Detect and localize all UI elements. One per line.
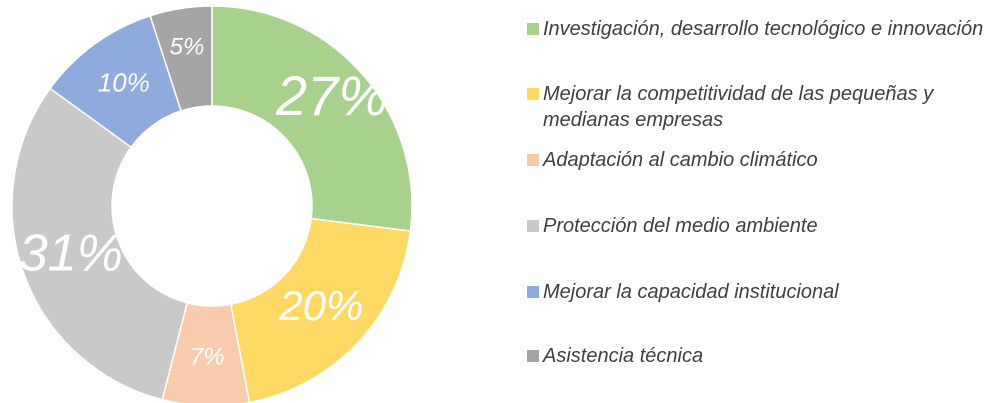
data-label: 10% — [98, 68, 150, 98]
legend-label: Protección del medio ambiente — [543, 215, 818, 237]
data-label: 20% — [278, 282, 363, 329]
data-label: 7% — [190, 343, 225, 370]
legend-swatch — [527, 88, 539, 100]
legend-swatch — [527, 286, 539, 298]
legend-swatch — [527, 154, 539, 166]
legend-swatch — [527, 23, 539, 35]
data-label: 31% — [19, 225, 123, 283]
legend-label: Mejorar la competitividad de las pequeña… — [543, 83, 934, 131]
legend-item: Mejorar la competitividad de las pequeña… — [527, 81, 1002, 133]
legend-label: Asistencia técnica — [543, 345, 704, 367]
donut: 27% 20% 7% 31% 10% 5% — [11, 5, 413, 403]
legend-item: Protección del medio ambiente — [527, 213, 1002, 239]
legend-swatch — [527, 350, 539, 362]
legend-item: Investigación, desarrollo tecnológico e … — [527, 16, 1002, 42]
legend-swatch — [527, 220, 539, 232]
donut-slice — [211, 5, 413, 232]
legend-label: Adaptación al cambio climático — [543, 149, 818, 171]
donut-slice — [149, 5, 213, 112]
legend-item: Asistencia técnica — [527, 343, 1002, 369]
legend-label: Investigación, desarrollo tecnológico e … — [543, 18, 984, 40]
legend-item: Adaptación al cambio climático — [527, 147, 1002, 173]
legend-label: Mejorar la capacidad institucional — [543, 281, 839, 303]
donut-slice — [11, 87, 189, 401]
legend-item: Mejorar la capacidad institucional — [527, 279, 1002, 305]
data-label: 27% — [275, 64, 388, 127]
data-label: 5% — [170, 33, 205, 60]
donut-slice — [229, 217, 412, 403]
